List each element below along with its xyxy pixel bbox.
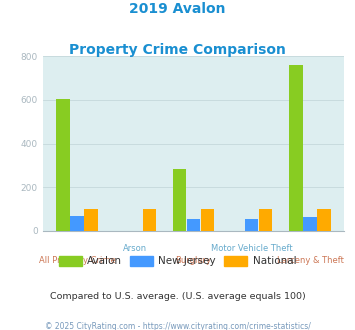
Bar <box>259 209 272 231</box>
Bar <box>245 219 258 231</box>
Text: Larceny & Theft: Larceny & Theft <box>277 256 343 265</box>
Bar <box>142 209 156 231</box>
Bar <box>317 209 331 231</box>
Text: Compared to U.S. average. (U.S. average equals 100): Compared to U.S. average. (U.S. average … <box>50 292 305 301</box>
Text: Burglary: Burglary <box>175 256 212 265</box>
Bar <box>303 217 317 231</box>
Bar <box>56 99 70 231</box>
Text: © 2025 CityRating.com - https://www.cityrating.com/crime-statistics/: © 2025 CityRating.com - https://www.city… <box>45 322 310 330</box>
Bar <box>173 169 186 231</box>
Bar <box>187 219 200 231</box>
Bar <box>70 216 84 231</box>
Text: Property Crime Comparison: Property Crime Comparison <box>69 43 286 57</box>
Bar <box>289 65 303 231</box>
Legend: Avalon, New Jersey, National: Avalon, New Jersey, National <box>55 251 300 270</box>
Bar <box>84 209 98 231</box>
Bar <box>201 209 214 231</box>
Text: Arson: Arson <box>123 244 147 252</box>
Text: 2019 Avalon: 2019 Avalon <box>129 2 226 16</box>
Text: All Property Crime: All Property Crime <box>39 256 115 265</box>
Text: Motor Vehicle Theft: Motor Vehicle Theft <box>211 244 293 252</box>
